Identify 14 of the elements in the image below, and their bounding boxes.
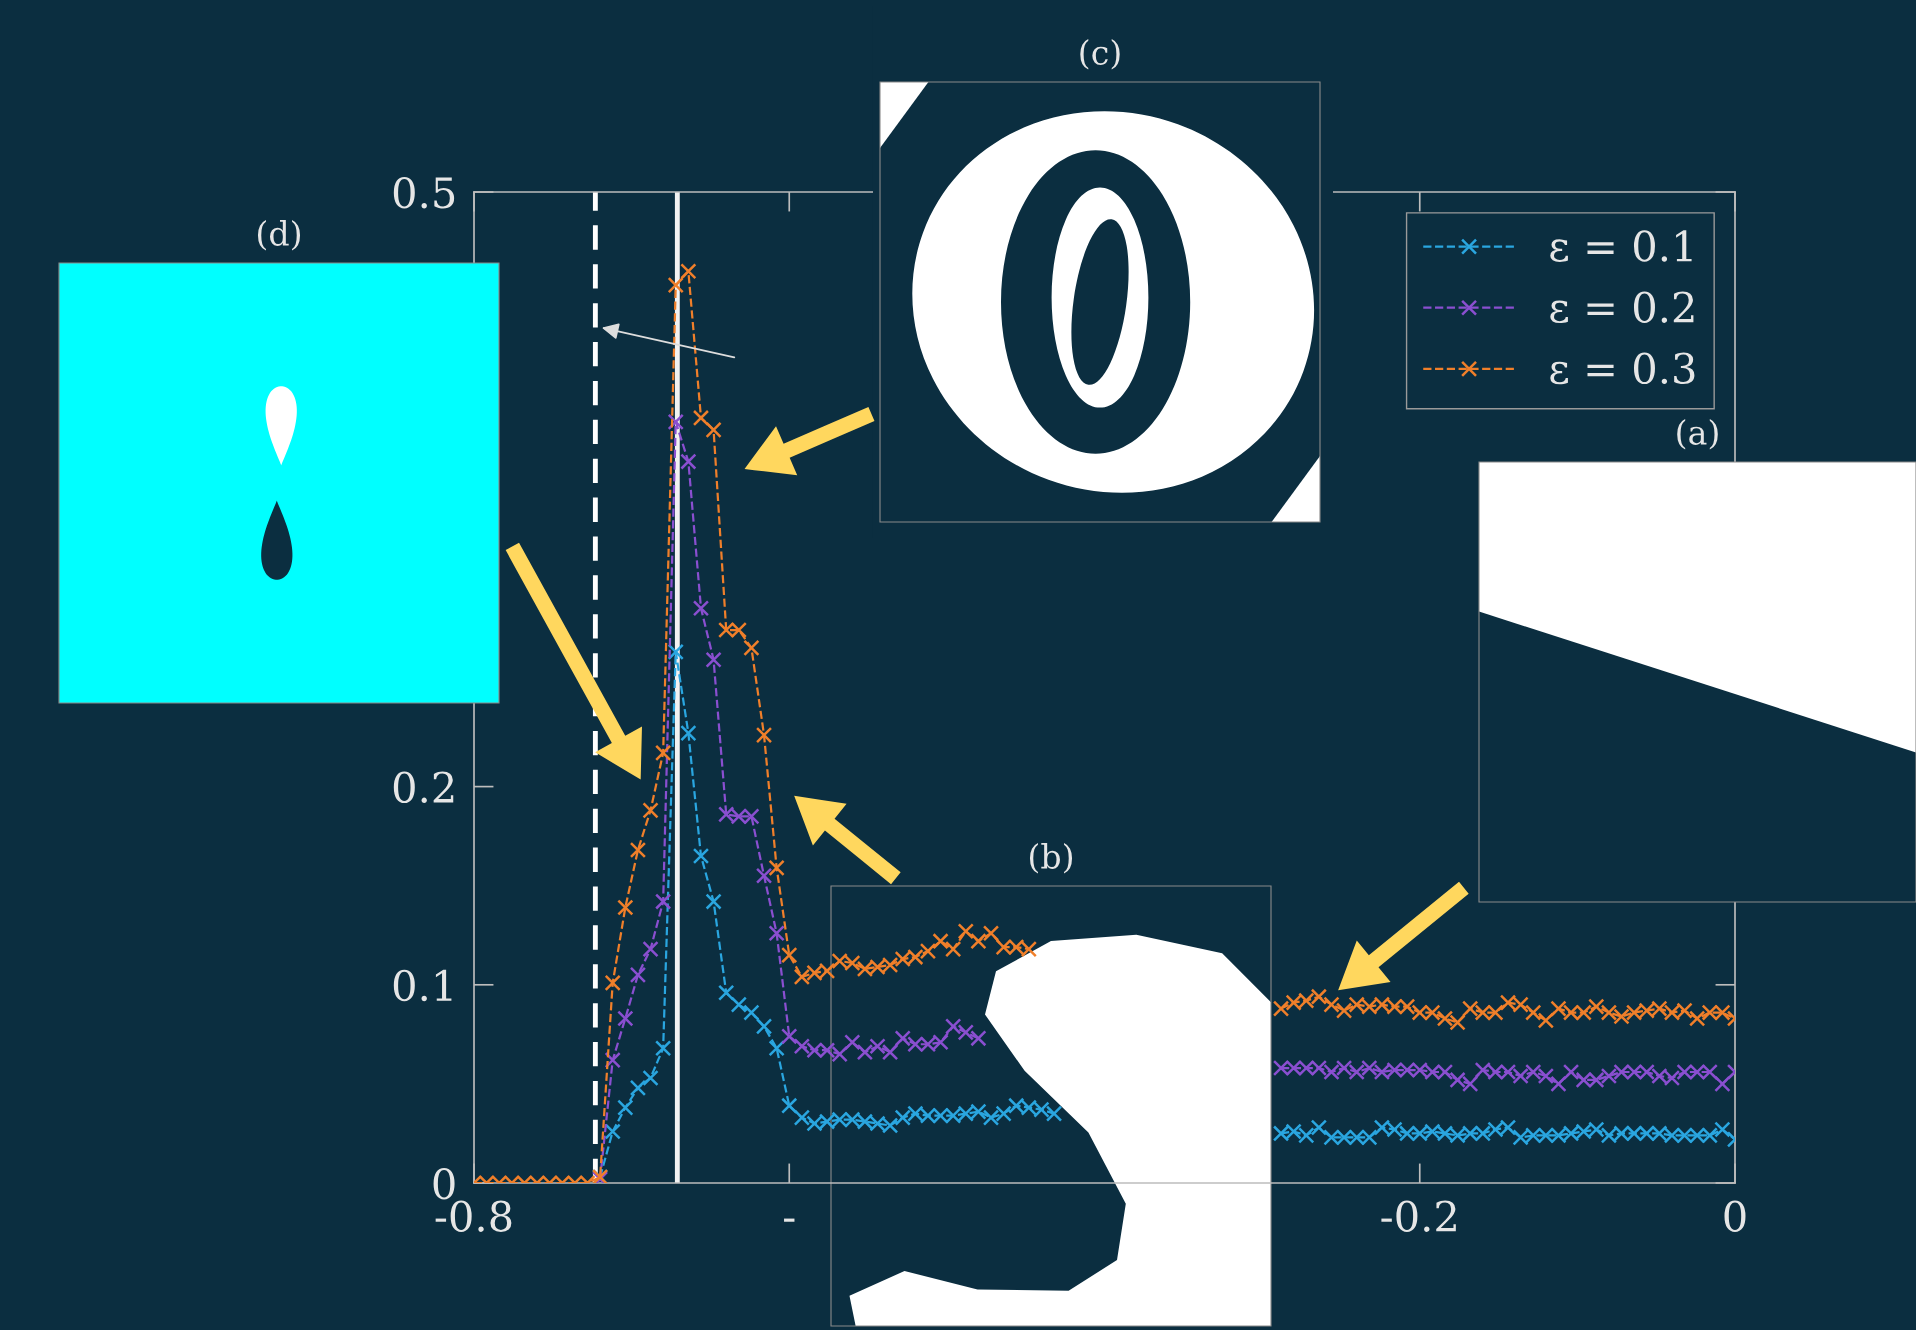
- annotation: (a): [1677, 419, 1718, 450]
- legend-label: ε = 0.1: [1550, 230, 1692, 262]
- legend-label: ε = 0.3: [1550, 352, 1695, 385]
- text: (d): [257, 220, 301, 251]
- x-tick-label: 0: [1724, 1200, 1746, 1232]
- y-tick-label: 0: [433, 1167, 455, 1200]
- y-tick-label: 0.2: [393, 771, 454, 804]
- x-tick-label: -: [784, 1218, 795, 1222]
- x-tick-label: -0.8: [435, 1200, 512, 1232]
- legend-label: ε = 0.2: [1550, 291, 1694, 324]
- annotation: (b): [1029, 843, 1073, 874]
- y-tick-label: 0.1: [393, 969, 452, 1002]
- x-tick-label: -0.2: [1381, 1200, 1456, 1232]
- y-tick-label: 0.5: [393, 176, 455, 209]
